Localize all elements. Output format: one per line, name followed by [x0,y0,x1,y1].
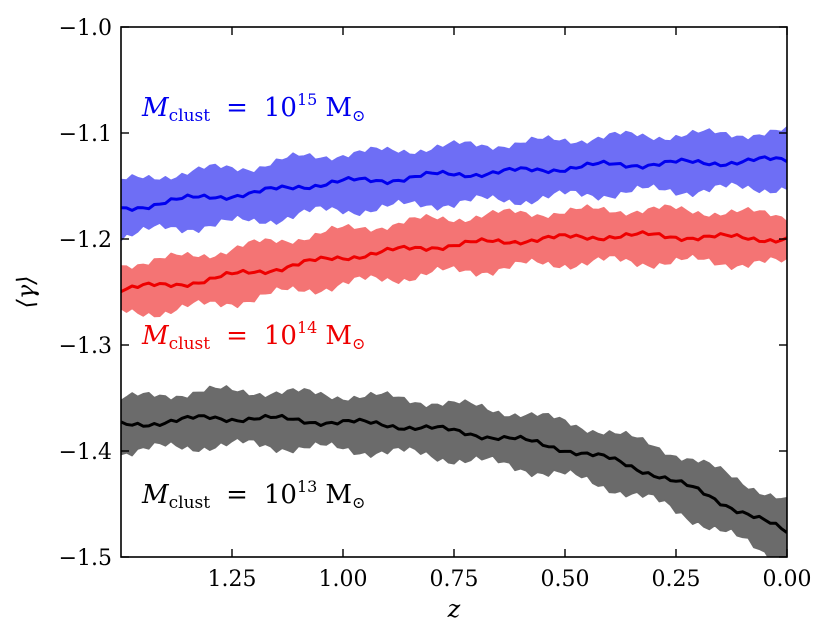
y-tick-label: −1.5 [59,546,112,571]
line-15 [121,155,787,212]
x-tick-label: 0.25 [652,567,701,592]
band-13 [121,385,787,557]
series-annotation-14: Mclust = 1014 M⊙ [141,318,365,354]
x-tick-label: 0.00 [763,567,812,592]
y-tick-label: −1.1 [59,122,112,147]
series-annotation-13: Mclust = 1013 M⊙ [141,477,365,513]
x-tick-label: 1.00 [319,567,368,592]
y-tick-label: −1.0 [59,16,112,41]
series-annotation-15: Mclust = 1015 M⊙ [141,90,365,126]
line-14 [121,230,787,293]
line-13 [121,413,787,534]
y-tick-label: −1.3 [59,334,112,359]
x-axis-label: z [447,595,461,623]
x-tick-label: 1.25 [208,567,257,592]
band-14 [121,204,787,318]
y-tick-label: −1.2 [59,228,112,253]
y-tick-label: −1.4 [59,440,112,465]
x-tick-label: 0.50 [541,567,590,592]
x-tick-label: 0.75 [430,567,479,592]
band-15 [121,126,787,242]
y-axis-label: ⟨γ⟩ [12,275,40,308]
